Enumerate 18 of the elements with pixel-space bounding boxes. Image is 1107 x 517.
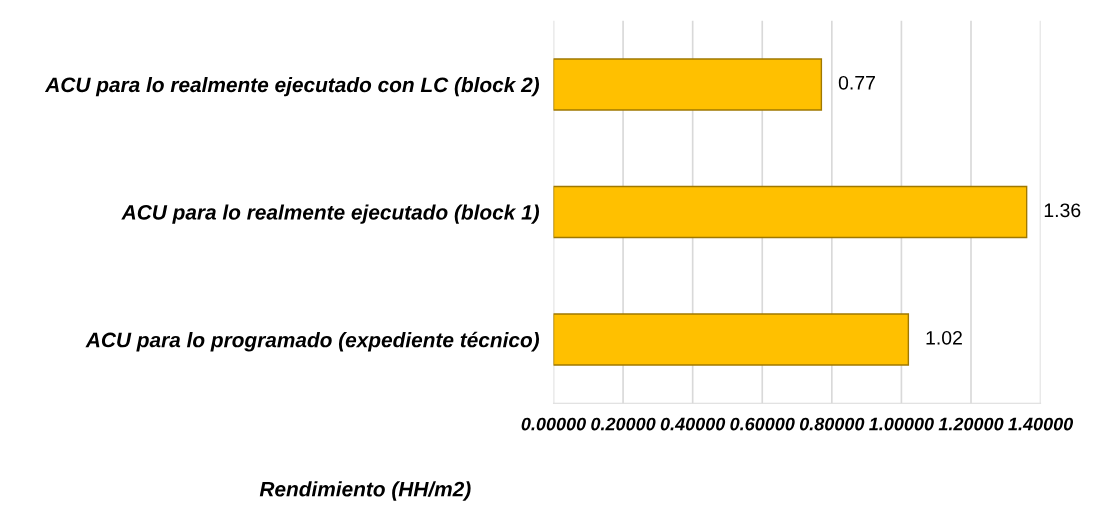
- y-tick-label: ACU para lo realmente ejecutado con LC (block 2): [44, 76, 540, 97]
- data-label: 0.77: [838, 75, 875, 90]
- x-tick-label: 0.80000: [799, 417, 865, 431]
- y-tick-label: ACU para lo realmente ejecutado (block 1): [121, 204, 540, 224]
- x-tick-label: 1.00000: [869, 417, 934, 431]
- data-label: 1.36: [1044, 203, 1081, 218]
- x-axis-title: Rendimiento (HH/m2): [259, 481, 471, 501]
- x-tick-label: 0.40000: [660, 417, 726, 431]
- x-tick-label: 1.20000: [938, 417, 1004, 431]
- x-tick-label: 1.40000: [1008, 417, 1074, 431]
- bar: [553, 58, 823, 111]
- data-label: 1.02: [926, 330, 962, 345]
- x-tick-label: 0.20000: [591, 417, 656, 431]
- x-tick-label: 0.00000: [521, 417, 586, 431]
- y-tick-label: ACU para lo programado (expediente técnico): [85, 331, 540, 352]
- x-tick-label: 0.60000: [730, 417, 795, 431]
- bar: [553, 185, 1028, 239]
- bar: [553, 313, 910, 366]
